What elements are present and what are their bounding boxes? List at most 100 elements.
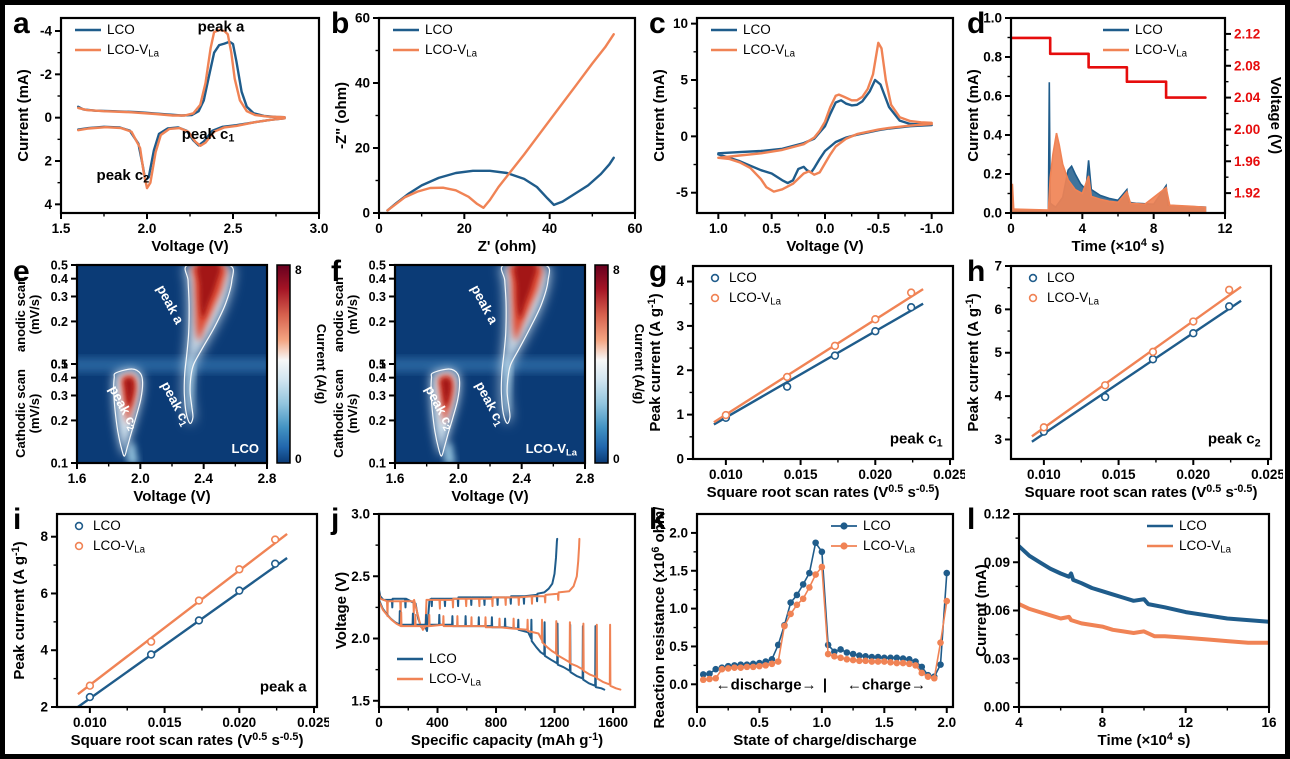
panel-i: i 0.010 0.015 0.020 0.025 2 4 6 8 Square root sca… <box>11 503 329 753</box>
svg-text:(mV/s): (mV/s) <box>27 295 42 335</box>
svg-text:0.020: 0.020 <box>858 467 892 482</box>
svg-text:0.12: 0.12 <box>984 507 1010 522</box>
svg-text:0.020: 0.020 <box>1176 467 1210 482</box>
svg-text:0.4: 0.4 <box>369 371 386 385</box>
svg-text:0: 0 <box>676 452 684 467</box>
chart-d: 0 4 8 12 0.0 0.2 0.4 0.6 0.8 1.0 1.92 1.96 2.00 2.04 2… <box>965 11 1283 255</box>
svg-text:0.09: 0.09 <box>984 555 1010 570</box>
svg-text:2.8: 2.8 <box>258 471 277 486</box>
svg-text:-1.0: -1.0 <box>920 221 943 236</box>
svg-text:0: 0 <box>295 452 302 466</box>
chart-i: 0.010 0.015 0.020 0.025 2 4 6 8 Square root scan… <box>11 512 329 749</box>
svg-text:LCO-VLa: LCO-VLa <box>1047 290 1100 307</box>
svg-text:LCO: LCO <box>863 518 891 533</box>
svg-text:8: 8 <box>295 263 302 277</box>
svg-text:4: 4 <box>40 643 48 658</box>
svg-text:6: 6 <box>40 586 48 601</box>
svg-text:2.08: 2.08 <box>1234 58 1261 73</box>
svg-text:(mV/s): (mV/s) <box>27 394 42 434</box>
panel-g: g 0.010 0.015 0.020 0.025 0 1 2 3 4 Square root sc… <box>647 255 965 505</box>
svg-text:0.3: 0.3 <box>51 389 68 403</box>
svg-text:Square root scan rates (V0.5 s: Square root scan rates (V0.5 s-0.5) <box>71 731 304 749</box>
svg-text:5: 5 <box>680 72 688 87</box>
svg-text:400: 400 <box>426 715 449 730</box>
svg-text:peak a: peak a <box>198 19 245 36</box>
svg-text:40: 40 <box>542 221 557 236</box>
svg-text:0: 0 <box>1007 221 1015 236</box>
svg-text:1.6: 1.6 <box>68 471 87 486</box>
svg-text:Current (mA): Current (mA) <box>651 69 668 162</box>
svg-text:0.2: 0.2 <box>369 414 386 428</box>
svg-text:0.1: 0.1 <box>369 358 386 372</box>
svg-text:2.5: 2.5 <box>351 569 370 584</box>
svg-text:0.5: 0.5 <box>750 715 769 730</box>
svg-text:peak a: peak a <box>260 679 307 696</box>
chart-b: 0 20 40 60 0 20 40 60 Z' (ohm) -Z" (ohm) LCO LCO-VL… <box>333 11 643 255</box>
svg-text:1.5: 1.5 <box>669 563 688 578</box>
svg-text:1200: 1200 <box>540 715 570 730</box>
svg-text:(mV/s): (mV/s) <box>345 394 360 434</box>
svg-text:State of charge/discharge: State of charge/discharge <box>733 732 916 749</box>
svg-text:0: 0 <box>613 452 620 466</box>
panel-letter-e: e <box>13 255 30 288</box>
chart-h: 0.010 0.015 0.020 0.025 3 4 5 6 7 Square root sca… <box>965 259 1283 501</box>
svg-text:60: 60 <box>355 11 370 26</box>
svg-text:Reaction resistance (x106 ohm/: Reaction resistance (x106 ohm/g) <box>650 507 668 729</box>
panel-h: h 0.010 0.015 0.020 0.025 3 4 5 6 7 Square root sc… <box>965 255 1283 505</box>
svg-text:7: 7 <box>994 259 1002 274</box>
svg-text:0: 0 <box>680 129 688 144</box>
svg-text:2.4: 2.4 <box>512 471 531 486</box>
svg-text:0: 0 <box>375 221 383 236</box>
svg-text:4: 4 <box>1079 221 1087 236</box>
svg-text:Voltage (V): Voltage (V) <box>1267 77 1283 154</box>
svg-text:Current (A/g): Current (A/g) <box>632 324 647 404</box>
svg-text:0.2: 0.2 <box>51 414 68 428</box>
svg-text:8: 8 <box>40 529 48 544</box>
svg-text:2.4: 2.4 <box>194 471 213 486</box>
svg-text:8: 8 <box>613 263 620 277</box>
svg-text:8: 8 <box>1099 715 1107 730</box>
svg-text:1600: 1600 <box>598 715 628 730</box>
panel-letter-h: h <box>967 255 986 288</box>
svg-text:0.0: 0.0 <box>688 715 707 730</box>
svg-text:0.015: 0.015 <box>1102 467 1136 482</box>
svg-text:0.5: 0.5 <box>369 259 386 273</box>
svg-text:peak c1: peak c1 <box>182 126 235 145</box>
svg-text:0.010: 0.010 <box>73 715 107 730</box>
svg-text:1.92: 1.92 <box>1234 186 1260 201</box>
svg-text:Voltage (V): Voltage (V) <box>151 238 228 255</box>
svg-text:2.0: 2.0 <box>937 715 956 730</box>
panel-f: f peak a peak c1 peak c2 LCO-VLa 1.6 2.0 2.4 2.8… <box>329 255 647 505</box>
svg-text:4: 4 <box>44 197 52 212</box>
svg-text:5: 5 <box>994 345 1002 360</box>
svg-text:2.04: 2.04 <box>1234 90 1261 105</box>
svg-text:2: 2 <box>44 154 52 169</box>
svg-text:40: 40 <box>355 76 370 91</box>
svg-text:0.6: 0.6 <box>983 89 1002 104</box>
svg-text:4: 4 <box>1015 715 1023 730</box>
svg-text:LCO: LCO <box>1135 22 1163 37</box>
svg-text:0.5: 0.5 <box>51 358 68 372</box>
panel-letter-k: k <box>649 503 666 536</box>
svg-text:0.03: 0.03 <box>984 651 1011 666</box>
svg-text:60: 60 <box>627 221 642 236</box>
svg-text:LCO: LCO <box>1047 270 1075 285</box>
svg-text:0.025: 0.025 <box>1251 467 1283 482</box>
svg-text:1.5: 1.5 <box>875 715 894 730</box>
svg-text:anodic scan: anodic scan <box>331 277 346 352</box>
panel-letter-j: j <box>331 503 340 536</box>
svg-text:0.015: 0.015 <box>148 715 182 730</box>
panel-letter-d: d <box>967 7 986 40</box>
svg-text:LCO-VLa: LCO-VLa <box>425 42 478 59</box>
svg-text:LCO: LCO <box>107 22 135 37</box>
svg-text:Current (mA): Current (mA) <box>965 69 982 162</box>
chart-g: 0.010 0.015 0.020 0.025 0 1 2 3 4 Square root sca… <box>647 264 965 501</box>
svg-text:Peak current (A g-1): Peak current (A g-1) <box>11 541 28 679</box>
svg-text:-2: -2 <box>40 67 52 82</box>
svg-text:LCO: LCO <box>425 22 453 37</box>
svg-text:anodic scan: anodic scan <box>13 277 28 352</box>
panel-d: d 0 4 8 12 0.0 0.2 0.4 0.6 0.8 1.0 1.92 1.96 2.00 2.04… <box>965 7 1283 257</box>
svg-text:LCO-VLa: LCO-VLa <box>429 671 482 688</box>
svg-text:1: 1 <box>676 407 684 422</box>
